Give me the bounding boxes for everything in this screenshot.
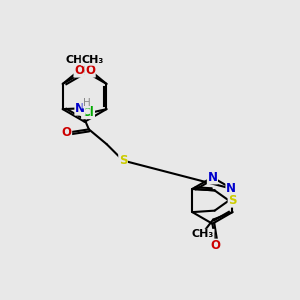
Text: CH₃: CH₃ — [66, 55, 88, 65]
Text: O: O — [210, 239, 220, 252]
Text: N: N — [226, 182, 236, 195]
Text: O: O — [74, 64, 84, 77]
Text: S: S — [228, 194, 237, 207]
Text: O: O — [61, 126, 72, 139]
Text: S: S — [119, 154, 127, 167]
Text: N: N — [75, 102, 85, 115]
Text: N: N — [207, 171, 218, 184]
Text: O: O — [85, 64, 95, 77]
Text: H: H — [82, 98, 90, 108]
Text: Cl: Cl — [82, 106, 94, 118]
Text: CH₃: CH₃ — [192, 230, 214, 239]
Text: CH₃: CH₃ — [81, 55, 104, 65]
